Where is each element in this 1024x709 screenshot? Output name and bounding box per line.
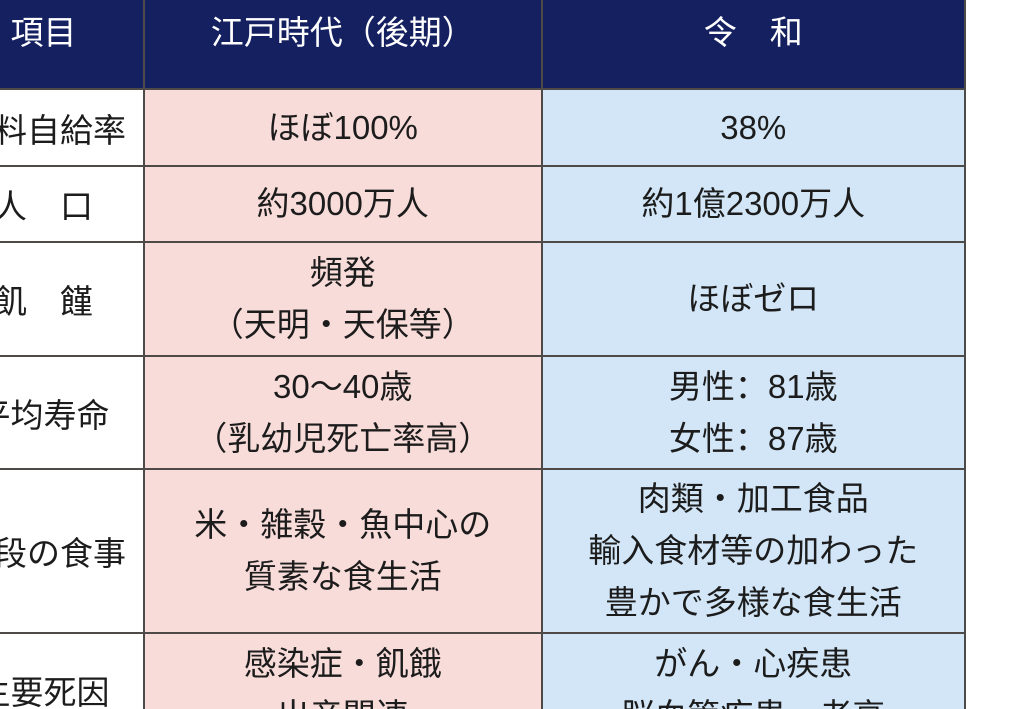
cell-line: 感染症・飢餓 <box>243 645 442 682</box>
cell-line: 女性：87歳 <box>668 419 838 457</box>
cell-line: 38% <box>720 108 787 146</box>
comparison-table: 項目 江戸時代（後期） 令 和 食料自給率 ほぼ100% 38% 人 口 約30… <box>0 0 967 709</box>
cell-line: ほぼゼロ <box>687 280 820 317</box>
table-row-famine: 飢 饉 頻発 （天明・天保等） ほぼゼロ <box>0 241 967 357</box>
table-row-population: 人 口 約3000万人 約1億2300万人 <box>0 165 967 243</box>
cell-line: 頻発 <box>309 254 376 291</box>
reiwa-cell: 男性：81歳 女性：87歳 <box>540 355 967 470</box>
row-label: 普段の食事 <box>0 468 145 634</box>
cell-line: 出産関連 <box>146 690 540 709</box>
row-label: 平均寿命 <box>0 355 145 470</box>
edo-cell: 約3000万人 <box>142 165 543 243</box>
header-cell-reiwa: 令 和 <box>540 0 967 90</box>
reiwa-cell: がん・心疾患 脳血管疾患・老衰 <box>540 632 967 709</box>
edo-cell: 30〜40歳 （乳幼児死亡率高） <box>142 355 543 470</box>
row-label: 食料自給率 <box>0 88 145 167</box>
reiwa-cell: ほぼゼロ <box>540 241 967 357</box>
cell-line: 米・雑穀・魚中心の <box>194 506 492 543</box>
table-row-food-self-sufficiency: 食料自給率 ほぼ100% 38% <box>0 88 967 167</box>
cell-line: がん・心疾患 <box>654 645 853 682</box>
row-label: 主要死因 <box>0 632 145 709</box>
cell-line: 約3000万人 <box>256 185 429 222</box>
row-label: 飢 饉 <box>0 241 145 357</box>
edo-cell: 米・雑穀・魚中心の 質素な食生活 <box>142 468 543 634</box>
table-row-daily-meals: 普段の食事 米・雑穀・魚中心の 質素な食生活 肉類・加工食品 輸入食材等の加わっ… <box>0 468 967 634</box>
cell-line: 約1億2300万人 <box>641 185 866 222</box>
cell-line: 脳血管疾患・老衰 <box>544 690 963 709</box>
cell-line: 豊かで多様な食生活 <box>604 584 902 621</box>
cell-line: 輸入食材等の加わった <box>588 532 919 569</box>
row-label: 人 口 <box>0 165 145 243</box>
edo-cell: 感染症・飢餓 出産関連 <box>142 632 543 709</box>
cell-line: 男性：81歳 <box>668 367 838 405</box>
cell-line: 30〜40歳 <box>273 367 413 405</box>
cell-line: （天明・天保等） <box>210 306 475 343</box>
edo-cell: ほぼ100% <box>142 88 543 167</box>
header-cell-edo: 江戸時代（後期） <box>142 0 543 90</box>
header-cell-item: 項目 <box>0 0 145 90</box>
reiwa-cell: 約1億2300万人 <box>540 165 967 243</box>
table-row-life-expectancy: 平均寿命 30〜40歳 （乳幼児死亡率高） 男性：81歳 女性：87歳 <box>0 355 967 470</box>
reiwa-cell: 肉類・加工食品 輸入食材等の加わった 豊かで多様な食生活 <box>540 468 967 634</box>
edo-cell: 頻発 （天明・天保等） <box>142 241 543 357</box>
cell-line: ほぼ100% <box>267 108 418 146</box>
cell-line: 質素な食生活 <box>243 558 442 595</box>
cell-line: 肉類・加工食品 <box>637 480 869 517</box>
table-header-row: 項目 江戸時代（後期） 令 和 <box>0 0 967 90</box>
cell-line: （乳幼児死亡率高） <box>194 419 492 457</box>
reiwa-cell: 38% <box>540 88 967 167</box>
table-row-causes-of-death: 主要死因 感染症・飢餓 出産関連 がん・心疾患 脳血管疾患・老衰 <box>0 632 967 709</box>
